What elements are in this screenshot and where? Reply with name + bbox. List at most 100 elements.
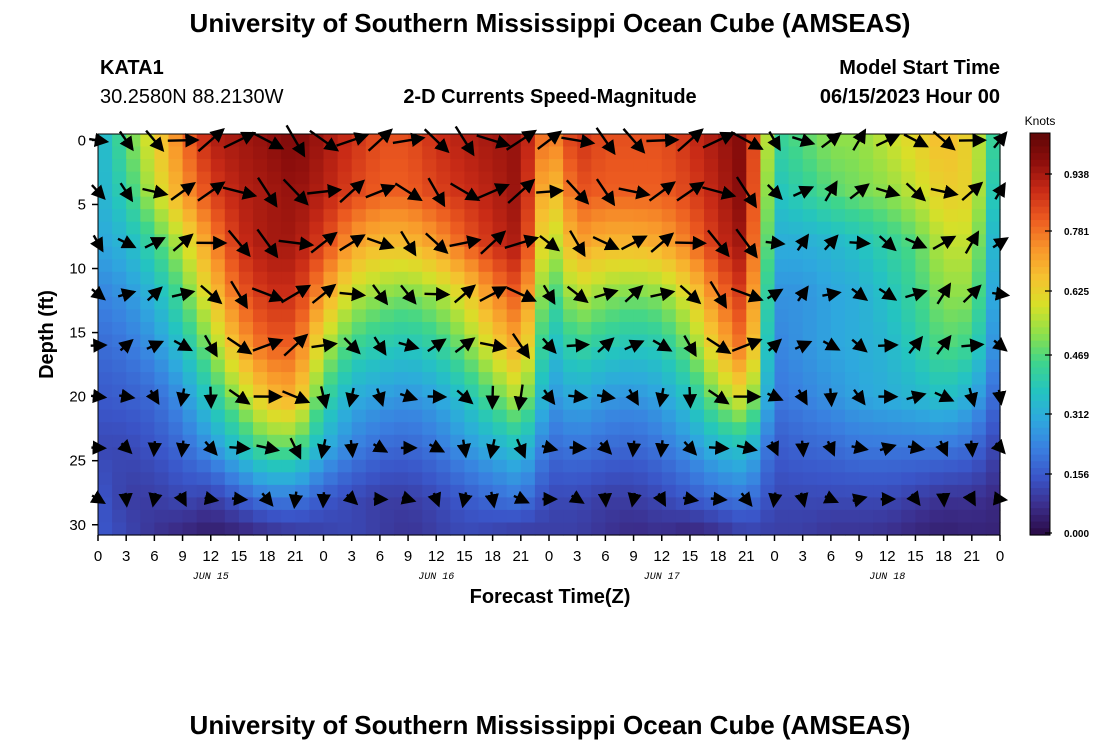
heatmap-cell (619, 296, 635, 310)
heatmap-cell (915, 372, 931, 386)
heatmap-cell (422, 322, 437, 336)
heatmap-cell (619, 372, 635, 386)
heatmap-cell (577, 409, 592, 423)
heatmap-cell (915, 409, 931, 423)
current-vector (258, 491, 274, 507)
current-vector (702, 131, 736, 149)
heatmap-cell (98, 159, 113, 173)
heatmap-cell (704, 271, 719, 285)
heatmap-cell (957, 246, 973, 260)
heatmap-cell (971, 472, 987, 486)
heatmap-cell (351, 434, 367, 448)
heatmap-cell (577, 397, 592, 411)
heatmap-cell (901, 509, 916, 523)
heatmap-cell (224, 434, 240, 448)
heatmap-cell (210, 384, 226, 398)
heatmap-cell (98, 196, 113, 210)
x-tick-label: 12 (202, 548, 219, 565)
heatmap-cell (971, 484, 987, 498)
heatmap-cell (295, 334, 310, 348)
current-vector (766, 184, 783, 201)
heatmap-cell (985, 509, 1001, 523)
colorbar-segment (1030, 474, 1050, 482)
heatmap-cell (957, 447, 973, 461)
heatmap-cell (295, 159, 310, 173)
heatmap-cell (309, 422, 325, 436)
heatmap-cell (619, 522, 635, 536)
heatmap-cell (704, 409, 719, 423)
heatmap-cell (563, 472, 578, 486)
colorbar-tick-label: 0.781 (1064, 227, 1089, 238)
heatmap-cell (718, 146, 733, 160)
colorbar-segment (1030, 360, 1050, 369)
heatmap-cell (309, 497, 325, 511)
heatmap-cell (365, 484, 381, 498)
heatmap-cell (887, 159, 902, 173)
heatmap-cell (732, 334, 747, 348)
heatmap-cell (957, 497, 973, 511)
heatmap-cell (816, 447, 832, 461)
current-vector (682, 440, 698, 456)
heatmap-cell (859, 246, 874, 260)
heatmap-cell (365, 522, 381, 536)
heatmap-cell (985, 372, 1001, 386)
heatmap-cell (534, 221, 550, 235)
heatmap-cell (394, 209, 409, 223)
heatmap-cell (182, 459, 198, 473)
heatmap-cell (168, 296, 184, 310)
heatmap-cell (661, 447, 677, 461)
heatmap-cell (732, 459, 747, 473)
heatmap-cell (464, 347, 480, 361)
heatmap-cell (224, 271, 240, 285)
heatmap-cell (845, 234, 860, 248)
heatmap-cell (309, 472, 325, 486)
heatmap-cell (478, 309, 494, 323)
heatmap-cell (830, 397, 846, 411)
heatmap-cell (901, 296, 916, 310)
heatmap-cell (478, 209, 494, 223)
current-vector (568, 389, 589, 404)
current-vector (624, 339, 645, 353)
heatmap-cell (971, 347, 987, 361)
heatmap-cell (830, 209, 846, 223)
heatmap-cell (760, 271, 776, 285)
heatmap-cell (408, 221, 423, 235)
heatmap-cell (957, 196, 973, 210)
heatmap-cell (506, 146, 522, 160)
current-vector (118, 492, 133, 508)
heatmap-cell (887, 509, 902, 523)
heatmap-cell (577, 271, 592, 285)
heatmap-cell (351, 397, 367, 411)
current-vector (932, 130, 956, 151)
heatmap-cell (985, 522, 1001, 536)
heatmap-cell (929, 209, 945, 223)
heatmap-cell (633, 322, 649, 336)
heatmap-cell (238, 221, 254, 235)
heatmap-cell (492, 246, 508, 260)
heatmap-cell (182, 359, 198, 373)
heatmap-cell (563, 221, 578, 235)
heatmap-cell (887, 397, 902, 411)
heatmap-cell (619, 196, 635, 210)
heatmap-cell (971, 271, 987, 285)
heatmap-cell (971, 522, 987, 536)
heatmap-cell (647, 296, 663, 310)
current-vector (675, 235, 708, 251)
heatmap-cell (633, 246, 649, 260)
heatmap-cell (718, 271, 733, 285)
heatmap-cell (422, 246, 437, 260)
heatmap-cell (323, 309, 339, 323)
heatmap-cell (323, 196, 339, 210)
heatmap-cell (295, 509, 310, 523)
heatmap-cell (295, 522, 310, 536)
heatmap-cell (394, 347, 409, 361)
current-vector (117, 235, 137, 249)
heatmap-cell (408, 209, 423, 223)
heatmap-cell (351, 209, 367, 223)
current-vector (930, 184, 959, 199)
heatmap-cell (901, 209, 916, 223)
heatmap-cell (675, 347, 691, 361)
heatmap-cell (774, 322, 790, 336)
heatmap-cell (210, 221, 226, 235)
current-vector (453, 284, 477, 304)
